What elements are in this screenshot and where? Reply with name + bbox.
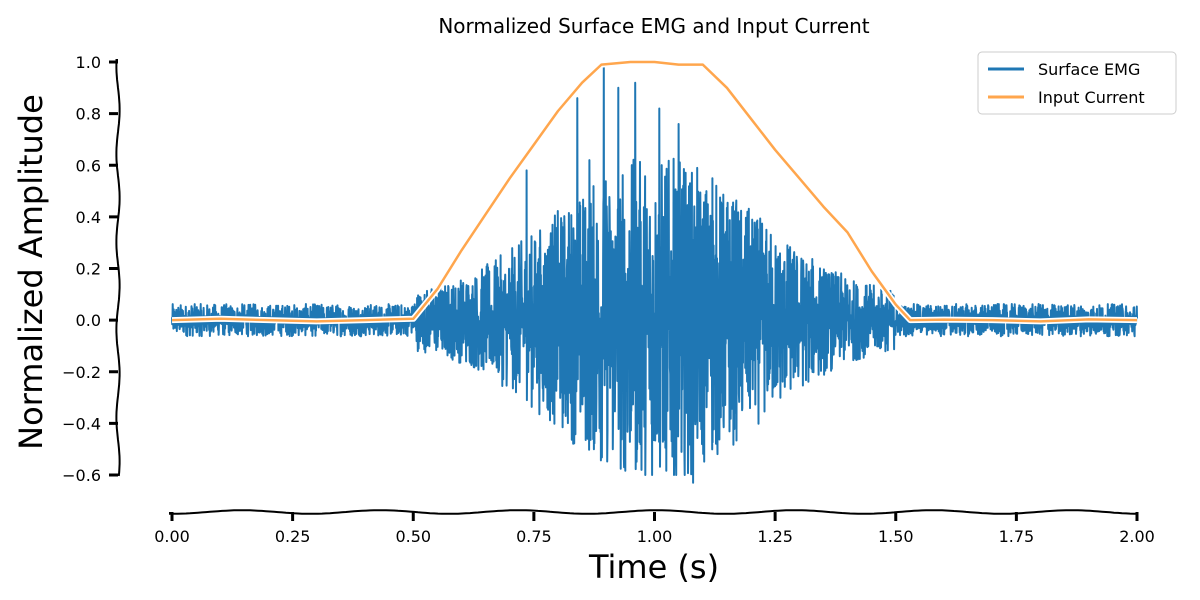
x-tick-label: 0.50 [395, 527, 431, 546]
y-tick-label: −0.6 [62, 466, 101, 485]
legend: Surface EMG Input Current [977, 51, 1177, 115]
x-axis-label: Time (s) [588, 548, 719, 586]
y-axis: −0.6 −0.4 −0.2 0.0 0.2 0.4 0.6 0.8 1.0 [62, 53, 121, 485]
x-tick-label: 1.25 [757, 527, 793, 546]
x-tick-label: 0.25 [275, 527, 311, 546]
y-tick-label: 0.2 [76, 260, 101, 279]
y-tick-label: 1.0 [76, 53, 101, 72]
x-axis-line [169, 509, 1139, 515]
legend-label: Input Current [1038, 88, 1145, 107]
y-tick-label: −0.2 [62, 363, 101, 382]
legend-box [977, 51, 1177, 115]
emg-series-line [171, 63, 1138, 484]
legend-label: Surface EMG [1038, 60, 1140, 79]
y-tick-label: −0.4 [62, 414, 101, 433]
chart-title: Normalized Surface EMG and Input Current [438, 14, 869, 38]
x-tick-label: 1.75 [999, 527, 1035, 546]
x-axis: 0.00 0.25 0.50 0.75 1.00 1.25 1.50 1.75 2.00 [154, 509, 1155, 546]
y-axis-line [115, 59, 121, 477]
x-tick-label: 0.00 [154, 527, 190, 546]
input-current-line [171, 60, 1138, 323]
x-tick-label: 0.75 [516, 527, 552, 546]
y-tick-label: 0.8 [76, 105, 101, 124]
x-tick-label: 1.50 [878, 527, 914, 546]
y-tick-label: 0.0 [76, 311, 101, 330]
x-tick-label: 1.00 [637, 527, 673, 546]
x-tick-label: 2.00 [1119, 527, 1155, 546]
y-tick-label: 0.4 [76, 208, 101, 227]
y-axis-label: Normalized Amplitude [12, 94, 50, 450]
plot-area [171, 59, 1138, 484]
y-tick-label: 0.6 [76, 156, 101, 175]
